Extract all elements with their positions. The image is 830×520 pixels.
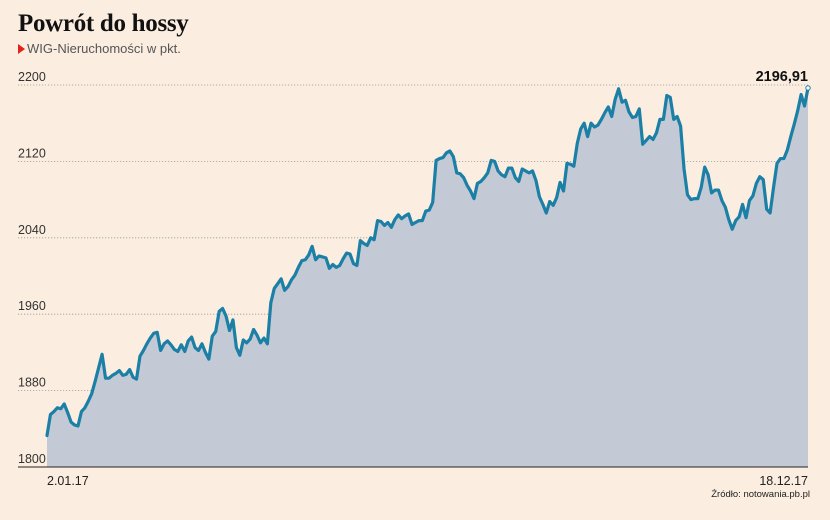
subtitle-text: WIG-Nieruchomości w pkt.: [27, 41, 181, 56]
y-tick-label: 1800: [18, 452, 46, 466]
chart-title: Powrót do hossy: [18, 10, 189, 37]
y-tick-label: 1880: [18, 376, 46, 390]
y-tick-label: 2040: [18, 223, 46, 237]
series-line: [45, 86, 810, 438]
last-value-label: 2196,91: [756, 69, 808, 85]
red-triangle-icon: [18, 43, 25, 54]
x-start-label: 2.01.17: [47, 474, 89, 488]
y-tick-label: 1960: [18, 299, 46, 313]
area-fill: [47, 87, 808, 467]
y-tick-label: 2120: [18, 146, 46, 160]
y-tick-label: 2200: [18, 70, 46, 84]
chart-subtitle: WIG-Nieruchomości w pkt.: [18, 41, 181, 56]
x-end-label: 18.12.17: [759, 474, 808, 488]
source-note: Źródło: notowania.pb.pl: [711, 489, 810, 500]
last-point-marker: [805, 85, 811, 91]
